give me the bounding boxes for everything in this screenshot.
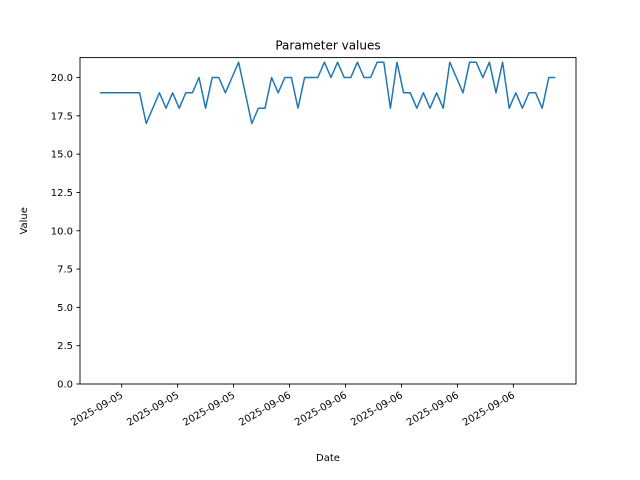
x-tick-label: 2025-09-05: [125, 390, 181, 429]
data-line-layer: [100, 61, 556, 125]
y-tick-label: 0.0: [57, 380, 73, 391]
y-tick-label: 20.0: [51, 73, 73, 84]
y-tick-label: 15.0: [51, 150, 73, 161]
y-tick-label: 17.5: [51, 111, 73, 122]
y-tick-label: 2.5: [57, 341, 73, 352]
x-tick-label: 2025-09-05: [69, 390, 125, 429]
x-tick-label: 2025-09-06: [405, 390, 461, 429]
chart-title: Parameter values: [275, 39, 380, 53]
x-axis-ticks: 2025-09-05 2025-09-05 2025-09-05 2025-09-06…: [69, 384, 517, 429]
y-tick-label: 12.5: [51, 188, 73, 199]
x-tick-label: 2025-09-06: [461, 390, 517, 429]
y-tick-label: 5.0: [57, 303, 73, 314]
plot-border: [79, 57, 577, 385]
y-axis-ticks: 0.0 2.5 5.0 7.5 10.0 12.5 15.0 17.5 20.0: [51, 73, 80, 391]
y-tick-label: 10.0: [51, 226, 73, 237]
y-axis-label: Value: [19, 207, 30, 234]
x-tick-label: 2025-09-06: [349, 390, 405, 429]
x-tick-label: 2025-09-06: [293, 390, 349, 429]
x-tick-label: 2025-09-05: [181, 390, 237, 429]
x-axis-label: Date: [316, 453, 340, 464]
data-line: [100, 61, 556, 125]
y-tick-label: 7.5: [57, 265, 73, 276]
x-tick-label: 2025-09-06: [237, 390, 293, 429]
